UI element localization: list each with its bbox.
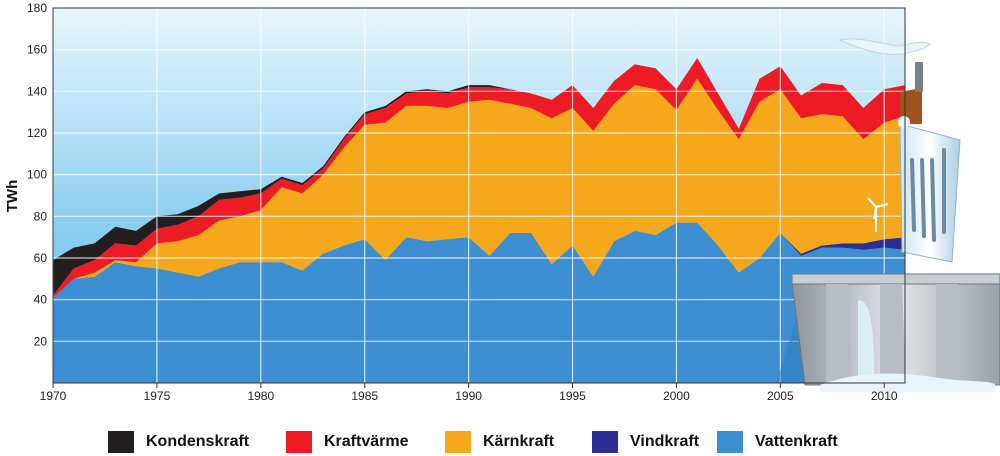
x-tick-label: 1990: [455, 389, 482, 403]
stacked-area-chart: 20 40 60 80 100 120 140 160 180 1970 1975 1980 1985…: [4, 1, 1000, 403]
y-tick-label: 40: [34, 293, 48, 307]
y-tick-label: 120: [27, 126, 47, 140]
y-axis-ticks: 20 40 60 80 100 120 140 160 180: [27, 1, 47, 348]
x-tick-label: 2000: [663, 389, 690, 403]
x-tick-label: 1975: [144, 389, 171, 403]
power-plant-icon: [838, 38, 961, 263]
legend-item: Vindkraft: [592, 430, 699, 454]
legend-swatch: [445, 431, 471, 453]
legend-label: Vattenkraft: [755, 433, 838, 450]
y-tick-label: 140: [27, 84, 47, 98]
legend-label: Kondenskraft: [146, 433, 250, 450]
legend-item: Vattenkraft: [717, 430, 838, 454]
legend-swatch: [592, 431, 618, 453]
legend-swatch: [717, 431, 743, 453]
legend-label: Vindkraft: [630, 433, 700, 450]
area-vattenkraft: [53, 222, 905, 383]
x-tick-label: 2010: [871, 389, 898, 403]
wind-turbine-icon: [867, 197, 889, 232]
y-tick-label: 20: [34, 334, 48, 348]
legend-swatch: [286, 431, 312, 453]
y-tick-label: 80: [34, 209, 48, 223]
legend-label: Kärnkraft: [483, 433, 555, 450]
y-tick-label: 160: [27, 43, 47, 57]
legend-item: Kärnkraft: [445, 430, 554, 454]
plot-frame: [52, 7, 906, 384]
x-axis-ticks: 1970 1975 1980 1985 1990 1995 2000 2005 2010: [40, 383, 898, 403]
y-tick-label: 60: [34, 251, 48, 265]
illustration: [776, 38, 1000, 392]
y-axis-label: TWh: [4, 180, 21, 212]
legend-swatch: [108, 431, 134, 453]
legend-item: Kraftvärme: [286, 430, 408, 454]
x-tick-label: 2005: [767, 389, 794, 403]
legend: Kondenskraft Kraftvärme Kärnkraft Vindkraft…: [0, 424, 1000, 456]
x-tick-label: 1995: [559, 389, 586, 403]
dam-icon: [776, 273, 1000, 392]
y-tick-label: 100: [27, 168, 47, 182]
y-tick-label: 180: [27, 1, 47, 15]
legend-label: Kraftvärme: [324, 433, 409, 450]
x-tick-label: 1985: [351, 389, 378, 403]
legend-item: Kondenskraft: [108, 430, 249, 454]
axes: [52, 7, 906, 384]
x-tick-label: 1980: [247, 389, 274, 403]
x-tick-label: 1970: [40, 389, 67, 403]
